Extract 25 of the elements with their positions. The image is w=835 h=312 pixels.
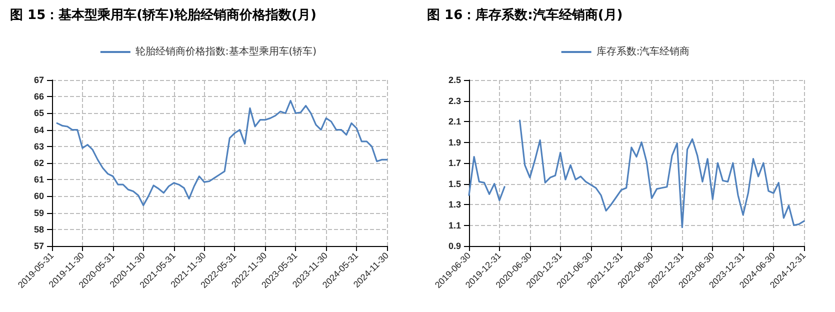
y-tick-label: 1.7	[448, 158, 461, 168]
y-tick-label: 2.5	[448, 75, 461, 85]
y-tick-label: 1.9	[448, 137, 461, 148]
y-tick-label: 60	[34, 191, 44, 202]
y-tick-label: 61	[34, 174, 44, 185]
y-tick-label: 0.9	[448, 241, 461, 251]
chart-title: 图 15：基本型乘用车(轿车)轮胎经销商价格指数(月)	[10, 7, 316, 23]
y-tick-label: 65	[34, 108, 44, 118]
line-series	[56, 100, 388, 206]
legend-label: 轮胎经销商价格指数:基本型乘用车(轿车)	[135, 46, 317, 58]
legend-label: 库存系数:汽车经销商	[596, 46, 690, 58]
y-tick-label: 1.3	[448, 200, 461, 210]
y-tick-label: 64	[34, 124, 44, 135]
y-tick-label: 2.3	[448, 96, 461, 106]
y-tick-label: 66	[34, 92, 44, 102]
chart-title: 图 16：库存系数:汽车经销商(月)	[427, 7, 623, 23]
y-tick-label: 1.1	[448, 220, 461, 230]
y-tick-label: 2.1	[448, 116, 461, 126]
y-tick-label: 59	[34, 208, 44, 218]
y-tick-label: 63	[34, 141, 44, 152]
y-tick-label: 62	[34, 158, 44, 168]
y-tick-label: 57	[34, 241, 44, 251]
y-tick-label: 67	[34, 75, 44, 85]
y-tick-label: 58	[34, 224, 44, 234]
y-tick-label: 1.5	[448, 178, 461, 189]
